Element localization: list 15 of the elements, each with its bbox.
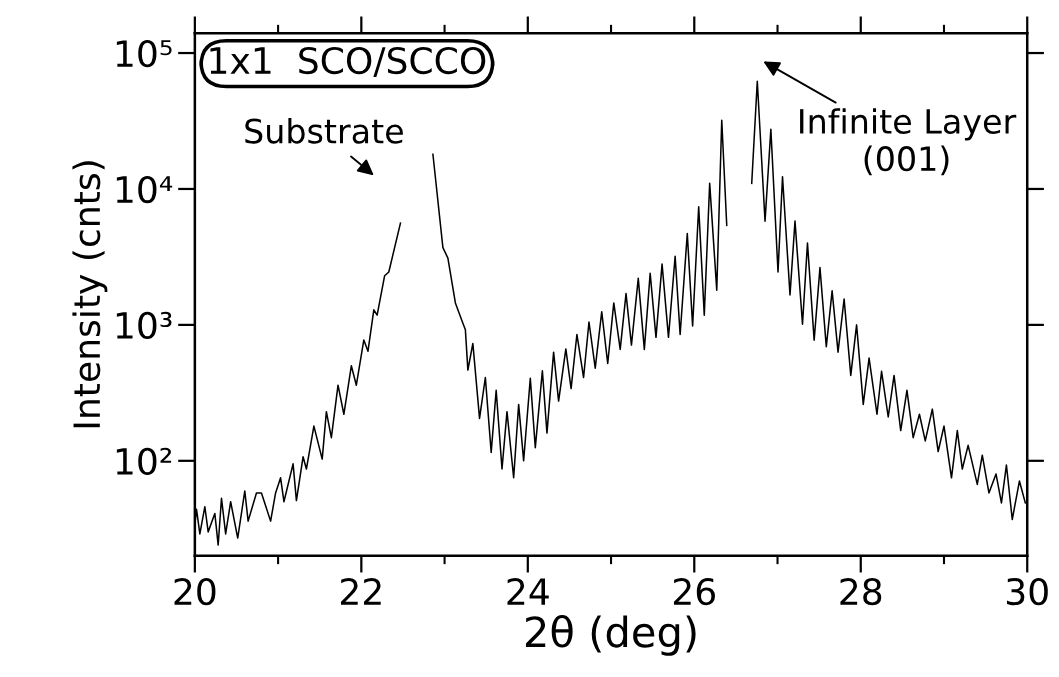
x-tick-label: 24 xyxy=(507,577,549,605)
x-tick-label: 30 xyxy=(1007,577,1048,606)
x-tick-label: 28 xyxy=(840,577,882,606)
annotation: Substrate xyxy=(245,117,403,144)
y-tick-label: 10² xyxy=(116,447,172,476)
y-axis-title: Intensity (cnts) xyxy=(72,161,108,428)
y-tick-label: 10³ xyxy=(116,311,172,340)
y-tick-label: 10⁴ xyxy=(116,175,173,204)
annotation: Infinite Layer (001) xyxy=(800,108,1017,176)
x-tick-label: 26 xyxy=(673,577,715,606)
y-tick-label: 10⁵ xyxy=(116,39,172,68)
x-tick-label: 20 xyxy=(174,577,216,606)
x-axis-title: 2θ (deg) xyxy=(525,615,696,656)
annotation: 1x1 SCO/SCCO xyxy=(210,46,486,78)
x-tick-label: 22 xyxy=(341,577,381,605)
